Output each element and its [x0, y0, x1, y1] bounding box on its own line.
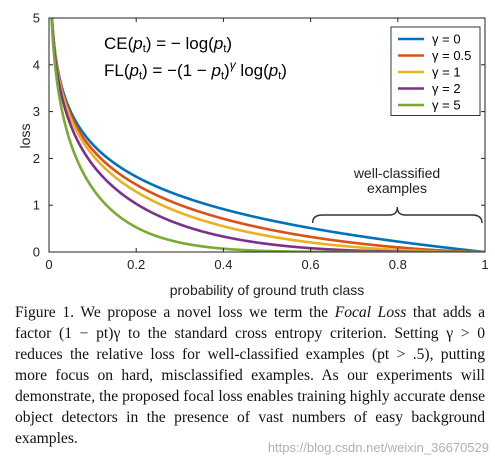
axes-box	[48, 17, 486, 253]
ce-equation: CE(pt) = − log(pt)	[104, 34, 232, 55]
annotation-line2: examples	[367, 180, 427, 196]
y-tick-label: 1	[33, 198, 40, 213]
caption-text-after: that adds a factor (1 − pt)γ to the stan…	[15, 304, 486, 447]
y-tick-label: 2	[33, 151, 40, 166]
x-tick-label: 0.2	[127, 257, 145, 272]
figure-caption: Figure 1. We propose a novel loss we ter…	[15, 302, 485, 449]
caption-label: Figure 1.	[15, 304, 75, 321]
annotation-line1: well-classified	[353, 165, 440, 181]
y-tick-label: 3	[33, 104, 40, 119]
legend-entry: γ = 1	[432, 65, 461, 80]
series-line-gamma-0-5	[50, 18, 485, 252]
legend-entry: γ = 0	[432, 32, 461, 47]
x-tick-label: 0	[45, 257, 52, 272]
series-line-gamma-0	[50, 18, 485, 252]
y-tick-label: 0	[33, 245, 40, 260]
x-tick-label: 0.8	[389, 257, 407, 272]
x-tick-label: 0.4	[214, 257, 232, 272]
x-tick-label: 0.6	[302, 257, 320, 272]
caption-emphasis: Focal Loss	[334, 304, 407, 321]
curly-brace	[311, 206, 483, 224]
caption-text-before: We propose a novel loss we term the	[80, 304, 329, 321]
legend-entry: γ = 2	[432, 81, 461, 96]
fl-equation: FL(pt) = −(1 − pt)γ log(pt)	[104, 58, 287, 82]
ticks: 0 0.2 0.4 0.6 0.8 1 0 1 2 3 4 5	[33, 11, 489, 273]
x-axis-label: probability of ground truth class	[170, 282, 365, 298]
y-axis-label: loss	[17, 124, 33, 149]
legend-entry: γ = 5	[432, 98, 461, 113]
y-tick-label: 5	[33, 11, 40, 26]
legend: γ = 0γ = 0.5 γ = 1γ = 2 γ = 5	[390, 26, 481, 116]
series-line-gamma-5	[50, 18, 485, 252]
watermark: https://blog.csdn.net/weixin_36670529	[267, 440, 489, 455]
x-tick-label: 1	[481, 257, 488, 272]
axes	[48, 17, 486, 253]
well-classified-annotation: well-classified examples	[311, 165, 483, 224]
loss-curves	[50, 18, 485, 252]
legend-entry: γ = 0.5	[432, 48, 471, 63]
y-tick-label: 4	[33, 57, 40, 72]
